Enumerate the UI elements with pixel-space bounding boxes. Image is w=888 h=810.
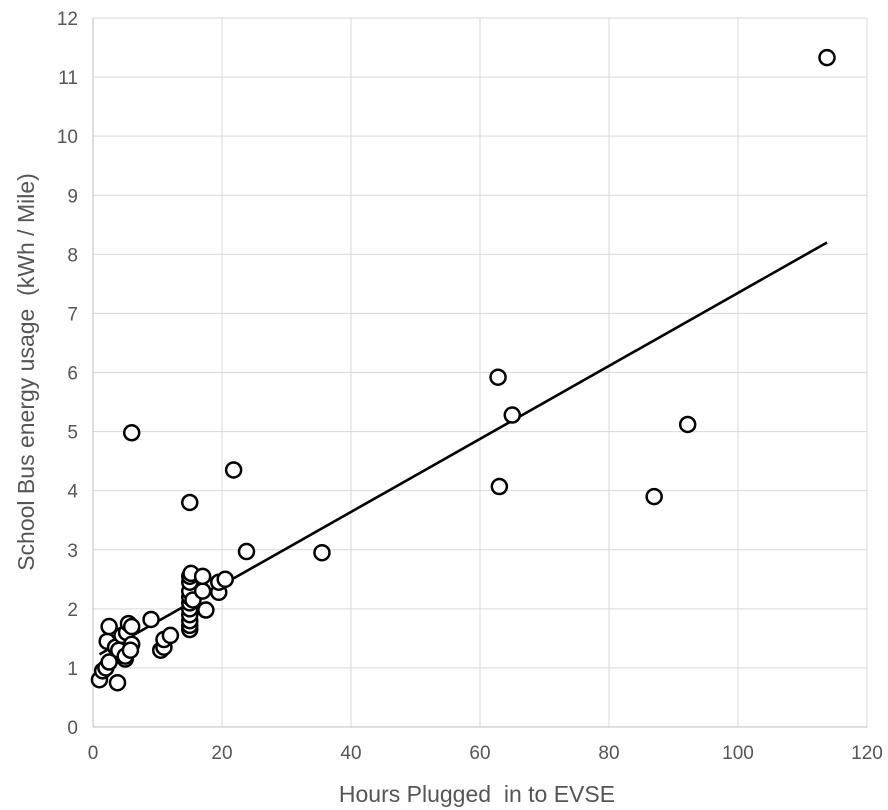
data-point <box>100 653 118 671</box>
data-point <box>678 415 697 434</box>
y-tick-label: 8 <box>67 245 78 266</box>
y-tick-label: 3 <box>67 541 78 562</box>
x-tick-label: 20 <box>211 743 232 764</box>
y-axis-title: School Bus energy usage (kWh / Mile) <box>13 173 39 571</box>
data-point <box>161 626 180 645</box>
data-point <box>108 673 127 692</box>
data-point <box>181 493 199 512</box>
data-point <box>216 570 234 589</box>
y-tick-label: 7 <box>67 304 78 325</box>
y-tick-label: 12 <box>57 9 78 30</box>
data-points <box>90 48 836 692</box>
data-point <box>313 543 331 562</box>
y-tick-label: 6 <box>67 364 78 385</box>
x-tick-label: 60 <box>469 743 490 764</box>
data-point <box>503 406 521 424</box>
y-tick-label: 2 <box>67 600 78 621</box>
data-point <box>121 641 140 659</box>
x-tick-label: 40 <box>340 743 361 764</box>
data-point <box>197 601 215 619</box>
x-tick-label: 80 <box>598 743 619 764</box>
data-point <box>224 461 243 479</box>
data-point <box>818 48 836 67</box>
y-tick-label: 5 <box>67 423 78 444</box>
y-tick-label: 11 <box>58 68 78 89</box>
data-point <box>100 617 118 636</box>
gridlines <box>93 17 868 727</box>
data-point <box>142 610 160 629</box>
data-point <box>645 487 663 506</box>
data-point <box>122 617 141 636</box>
data-point <box>193 567 212 586</box>
y-tick-label: 0 <box>67 718 78 739</box>
x-tick-label: 120 <box>851 743 883 764</box>
y-tick-label: 4 <box>67 482 78 503</box>
x-tick-labels: 0 20 40 60 80 100 120 <box>88 743 883 764</box>
x-tick-label: 100 <box>722 743 754 764</box>
data-point <box>237 542 256 561</box>
y-tick-label: 9 <box>67 186 78 207</box>
data-point <box>122 424 141 442</box>
data-point <box>489 368 507 386</box>
x-axis-title: Hours Plugged in to EVSE <box>339 781 615 807</box>
data-point <box>490 477 509 496</box>
data-point <box>193 582 212 600</box>
axes <box>92 18 867 728</box>
y-tick-label: 10 <box>57 127 78 148</box>
y-tick-label: 1 <box>67 659 78 680</box>
x-tick-label: 0 <box>88 743 99 764</box>
